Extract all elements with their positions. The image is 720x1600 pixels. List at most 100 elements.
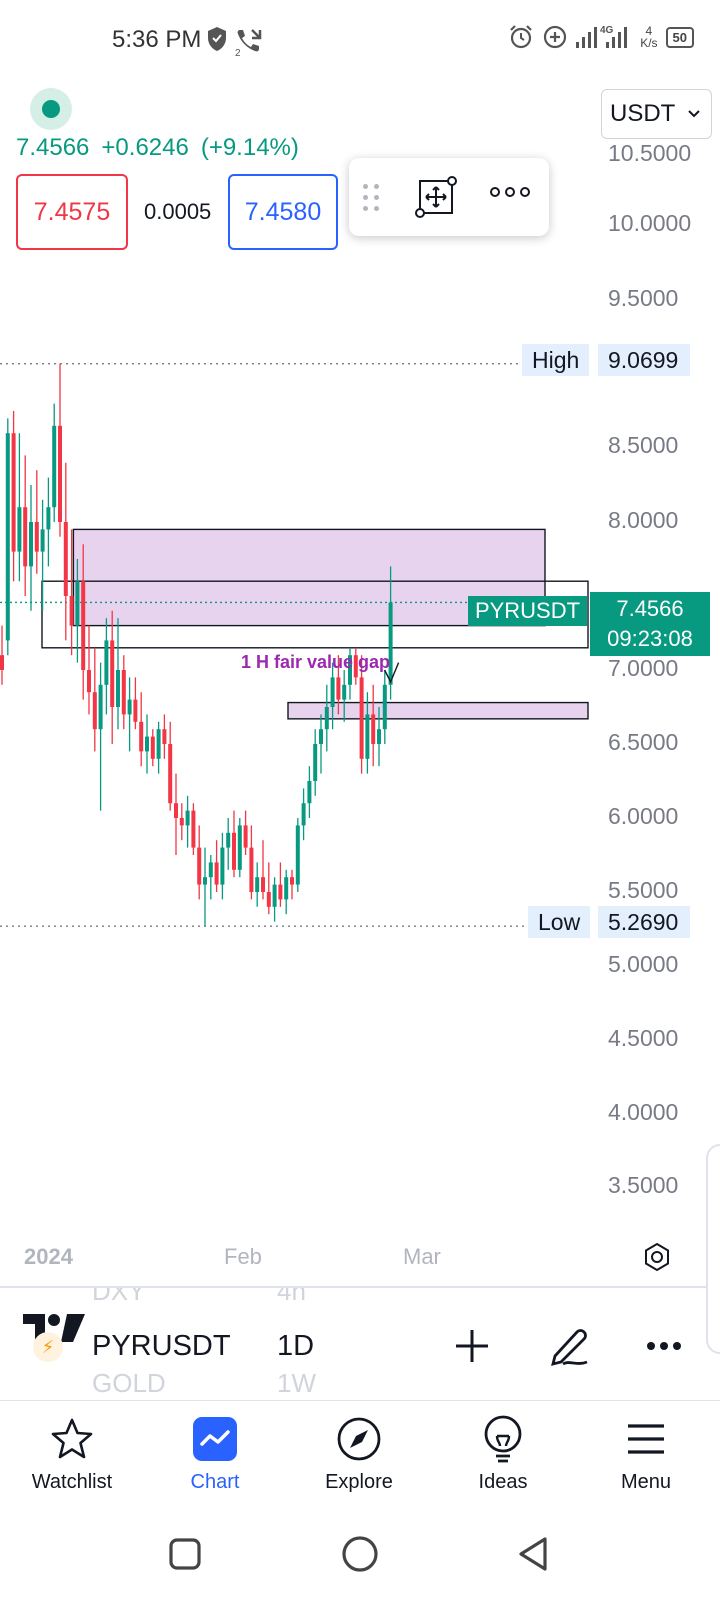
candle-body [174, 803, 178, 818]
candle-body [197, 847, 202, 885]
recents-button[interactable] [163, 1532, 207, 1576]
candle-body [307, 781, 312, 804]
price-change-percent: (+9.14%) [200, 134, 299, 161]
candle-body [371, 714, 376, 744]
time-label-feb: Feb [224, 1244, 262, 1269]
symbol-bar: DXY 4h ⚡ PYRUSDT 1D GOLD 1W [0, 1288, 720, 1400]
candle-body [232, 832, 236, 870]
candle-body [11, 433, 16, 552]
candle-body [52, 425, 57, 508]
price-chart[interactable]: 10.5000 10.0000 9.5000 8.5000 8.0000 7.0… [0, 140, 720, 1342]
price-axis-label: 4.0000 [608, 1099, 679, 1125]
candle-body [69, 596, 74, 626]
price-axis-label: 10.5000 [608, 140, 692, 166]
nav-chart[interactable]: Chart [150, 1413, 280, 1494]
chart-settings-icon[interactable] [642, 1242, 672, 1272]
drawing-tools-button[interactable] [541, 1318, 597, 1374]
candle-body [29, 522, 33, 567]
symbol-selector[interactable]: PYRUSDT [92, 1330, 231, 1362]
more-options-icon[interactable] [490, 187, 530, 197]
low-value-tag: 5.2690 [598, 906, 690, 938]
market-open-indicator [30, 88, 72, 130]
candle-body [301, 803, 306, 826]
candle-body [127, 699, 132, 715]
compass-icon [337, 1417, 381, 1461]
nav-watchlist[interactable]: Watchlist [7, 1413, 137, 1494]
currency-select[interactable]: USDT [601, 89, 712, 139]
time-axis[interactable]: 2024 Feb Mar [0, 1240, 720, 1290]
time-label-mar: Mar [403, 1244, 441, 1269]
candle-body [243, 825, 248, 848]
candle-body [353, 655, 358, 678]
drawing-toolbar[interactable] [349, 158, 549, 236]
currency-value: USDT [610, 100, 676, 127]
candlestick-chart[interactable] [0, 140, 720, 1230]
candle-body [214, 862, 219, 885]
alarm-icon [510, 25, 532, 49]
candle-body [342, 684, 347, 700]
more-menu-button[interactable] [636, 1318, 692, 1374]
call-badge: 2 [235, 48, 241, 56]
ghost-symbol-top: DXY [92, 1288, 146, 1306]
plus-icon [456, 1330, 488, 1362]
symbol-logo-icon: ⚡ [33, 1332, 63, 1362]
missed-call-icon: 2 [235, 29, 262, 56]
status-right-icons: 4G 4 K/s 50 [508, 24, 694, 50]
symbol-price-tag: PYRUSDT [468, 596, 587, 626]
candle-body [388, 602, 393, 685]
nav-menu[interactable]: Menu [581, 1413, 711, 1494]
price-axis-label: 6.0000 [608, 803, 679, 829]
price-axis-label: 10.0000 [608, 210, 692, 236]
buy-ask-button[interactable]: 7.4580 [228, 174, 338, 250]
status-time: 5:36 PM [112, 26, 202, 53]
data-saver-icon [544, 25, 567, 49]
candle-body [255, 877, 260, 892]
candle-body [63, 522, 68, 596]
price-axis-label: 5.5000 [608, 877, 679, 903]
nav-ideas[interactable]: Ideas [438, 1413, 568, 1494]
candle-body [185, 810, 190, 826]
low-label-tag: Low [528, 906, 591, 938]
candle-body [17, 507, 22, 552]
candle-body [226, 832, 231, 848]
high-label-tag: High [522, 344, 590, 376]
fair-value-gap-annotation[interactable]: 1 H fair value gap [241, 652, 391, 672]
back-button[interactable] [511, 1532, 555, 1576]
candle-body [34, 522, 39, 552]
lightbulb-icon [484, 1415, 522, 1463]
status-left-icons: 2 [206, 26, 264, 56]
price-axis-label: 9.5000 [608, 285, 679, 311]
candle-body [359, 677, 364, 759]
candle-body [121, 670, 126, 715]
candle-body [156, 729, 161, 759]
home-button[interactable] [338, 1532, 382, 1576]
timeframe-selector[interactable]: 1D [277, 1330, 315, 1362]
sell-bid-button[interactable]: 7.4575 [16, 174, 128, 250]
price-axis-label: 3.5000 [608, 1172, 679, 1198]
nav-explore[interactable]: Explore [294, 1413, 424, 1494]
status-bar: 5:36 PM 2 4G 4 K/s 50 [0, 0, 720, 80]
add-indicator-button[interactable] [444, 1318, 500, 1374]
high-value-tag: 9.0699 [598, 344, 690, 376]
bar-countdown: 09:23:08 [607, 626, 693, 651]
candle-body [58, 425, 62, 522]
candle-body [104, 640, 109, 685]
candle-body [110, 640, 115, 707]
circle-icon [342, 1536, 378, 1572]
candle-body [5, 433, 10, 641]
last-price: 7.4566 [16, 134, 90, 161]
chevron-down-icon [688, 110, 700, 118]
ghost-timeframe-top: 4h [277, 1288, 306, 1306]
candle-body [98, 684, 103, 730]
move-drawing-icon[interactable] [415, 176, 457, 218]
candle-body [150, 736, 155, 759]
square-icon [169, 1538, 201, 1570]
drag-handle-icon[interactable] [363, 184, 383, 212]
ghost-timeframe-bottom: 1W [277, 1368, 316, 1398]
price-axis-label: 8.5000 [608, 432, 679, 458]
candle-body [0, 655, 4, 670]
candle-body [382, 684, 387, 730]
arrow-drawing [383, 662, 400, 684]
side-panel-handle[interactable] [706, 1144, 720, 1354]
candle-body [220, 847, 225, 885]
